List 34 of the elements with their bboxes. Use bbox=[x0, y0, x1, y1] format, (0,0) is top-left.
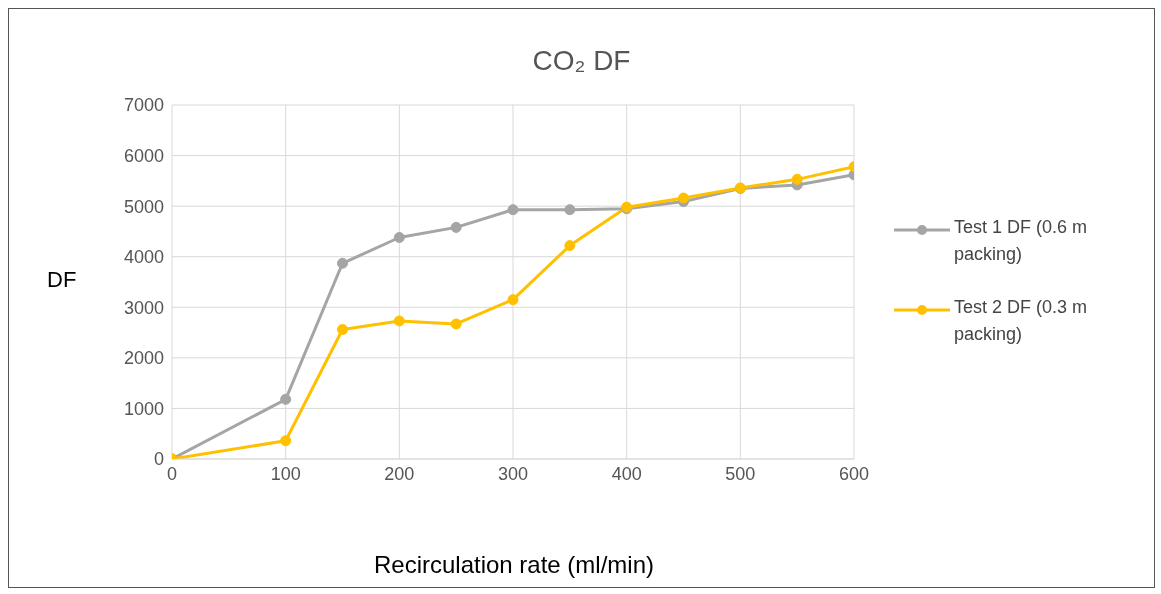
x-axis-title: Recirculation rate (ml/min) bbox=[372, 551, 656, 579]
y-tick-label: 2000 bbox=[123, 348, 164, 369]
point bbox=[280, 435, 292, 447]
point bbox=[507, 294, 519, 306]
point bbox=[450, 221, 462, 233]
y-tick-label: 6000 bbox=[123, 145, 164, 166]
point bbox=[564, 240, 576, 252]
x-tick-label: 100 bbox=[270, 463, 301, 484]
y-tick-label: 1000 bbox=[123, 398, 164, 419]
y-axis-title: DF bbox=[47, 267, 77, 293]
x-tick-label: 300 bbox=[497, 463, 529, 484]
y-tick-label: 4000 bbox=[123, 247, 164, 268]
y-tick-label: 7000 bbox=[123, 95, 164, 116]
point bbox=[678, 192, 689, 204]
point bbox=[393, 315, 405, 327]
point bbox=[564, 204, 576, 216]
x-tick-label: 200 bbox=[384, 463, 415, 484]
point bbox=[337, 324, 348, 336]
point bbox=[507, 204, 519, 216]
x-tick-label: 0 bbox=[166, 463, 178, 484]
y-tick-label: 5000 bbox=[123, 196, 164, 217]
legend-label: Test 2 DF (0.3 m packing) bbox=[954, 296, 1089, 346]
point bbox=[450, 318, 462, 330]
y-tick-label: 0 bbox=[153, 449, 164, 470]
point bbox=[337, 257, 348, 269]
point bbox=[791, 173, 803, 185]
chart-title: CO₂ DF bbox=[531, 45, 632, 77]
legend-label: Test 1 DF (0.6 m packing) bbox=[954, 216, 1089, 266]
y-tick-label: 3000 bbox=[123, 297, 164, 318]
x-tick-label: 600 bbox=[838, 463, 870, 484]
x-tick-label: 500 bbox=[725, 463, 756, 484]
x-tick-label: 400 bbox=[611, 463, 642, 484]
point bbox=[280, 393, 292, 405]
point bbox=[393, 232, 405, 243]
